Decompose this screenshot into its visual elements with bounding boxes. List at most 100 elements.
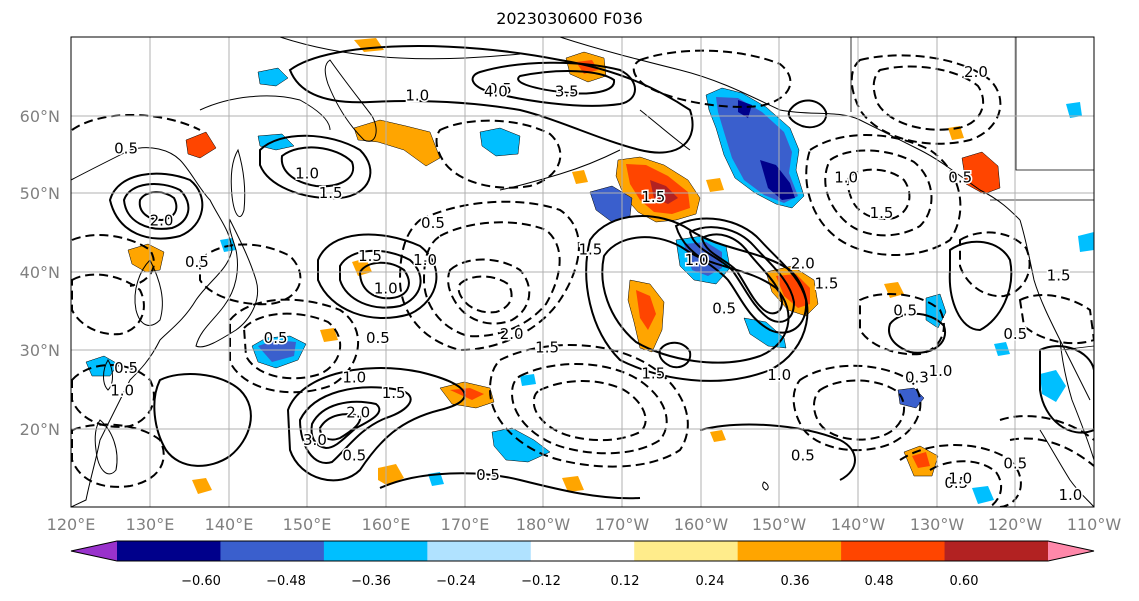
contour-label: 0.5 [893, 302, 917, 320]
colorbar-tick: 0.36 [781, 574, 810, 589]
colorbar-segment [117, 541, 221, 561]
contour-neg-canada-2 [872, 65, 985, 131]
lat-label-30n: 30°N [20, 341, 60, 360]
lon-label-110w: 110°W [1067, 515, 1122, 534]
contour-label: 1.0 [834, 169, 858, 187]
contour-label: 1.0 [929, 362, 953, 380]
shade-negative-small-a [972, 486, 994, 504]
contour-pos-east-ring [888, 312, 947, 354]
contour-pos-manchuria-2 [122, 183, 190, 230]
contour-neg-east-china-2 [71, 273, 145, 336]
lon-label-160w: 160°W [674, 515, 729, 534]
contour-neg-gulf-alaska-2 [824, 149, 933, 237]
contour-label: 0.5 [421, 214, 445, 232]
colorbar-outline [70, 540, 1095, 562]
lon-label-150w: 150°W [752, 515, 807, 534]
colorbar-tick: 0.60 [950, 574, 979, 589]
contour-pos-baja [948, 240, 1013, 332]
contour-neg-aleutian-trough-4 [457, 275, 513, 314]
contour-label: 3.5 [555, 82, 579, 100]
contour-label: 2.0 [346, 404, 370, 422]
contour-neg-gulf-alaska [805, 134, 962, 256]
coast-kamchatka [324, 59, 377, 142]
coast-philippines [94, 419, 118, 475]
colorbar-segment [944, 541, 1049, 561]
borders [850, 37, 1094, 351]
shade-red-subtropic [450, 388, 484, 400]
colorbar-segment [841, 541, 946, 561]
contour-pos-east-pacific-ridge-3 [674, 217, 808, 334]
colorbar-segment [634, 541, 739, 561]
colorbar-tick: −0.36 [351, 574, 391, 589]
contour-neg-japan [199, 243, 302, 306]
lon-label-140e: 140°E [205, 515, 254, 534]
contour-label: 1.5 [1047, 266, 1071, 284]
colorbar [70, 540, 1095, 562]
contour-label: 1.0 [413, 251, 437, 269]
contour-label: 1.0 [342, 368, 366, 386]
contour-pos-north-ridge-2 [471, 61, 636, 107]
contour-label: 0.5 [712, 299, 736, 317]
contour-pos-okhotsk [259, 134, 372, 200]
contour-label: 0.5 [114, 359, 138, 377]
shade-red-mexico [912, 452, 930, 468]
contour-neg-southeast [999, 415, 1094, 441]
lon-label-170e: 170°E [441, 515, 490, 534]
contour-pos-north-ridge [288, 45, 694, 154]
contour-label: 0.5 [944, 474, 968, 492]
shade-positive-small-g [710, 430, 726, 442]
lon-label-170w: 170°W [595, 515, 650, 534]
contour-neg-mexico [899, 444, 1022, 507]
colorbar-segment [737, 541, 842, 561]
contour-pos-east-pacific-ridge-5 [700, 233, 784, 315]
contour-label: 1.0 [405, 86, 429, 104]
contour-pos-manchuria [108, 172, 204, 240]
coast-okhotsk [199, 95, 331, 131]
map-frame [70, 36, 1095, 508]
shade-deep-negative-b [738, 100, 752, 118]
shade-negative-small-b [1040, 370, 1066, 402]
shade-deep-negative-gulf-alaska [760, 160, 795, 200]
colorbar-tick: −0.12 [521, 574, 561, 589]
contour-neg-west-pacific [229, 298, 359, 394]
longitude-labels: 120°E 130°E 140°E 150°E 160°E 170°E 180°… [47, 515, 1122, 534]
map-content: 0.51.0 4.0 3.50.51.01.52.01.51.00.51.51.51… [71, 37, 1094, 507]
coast-siberia-north [279, 37, 521, 60]
coast-taiwan [103, 359, 113, 391]
contour-label: 0.5 [1003, 454, 1027, 472]
contour-label: 1.5 [578, 241, 602, 259]
lon-label-130e: 130°E [126, 515, 175, 534]
contour-pos-west-coast [153, 373, 252, 467]
shade-strong-positive-east [776, 274, 810, 308]
contour-label: 1.5 [641, 188, 665, 206]
lat-label-40n: 40°N [20, 263, 60, 282]
coast-alaska [559, 37, 1021, 221]
shade-positive-small-c [192, 478, 212, 494]
contour-label: 1.5 [382, 384, 406, 402]
lat-label-20n: 20°N [20, 420, 60, 439]
colorbar-tick: −0.24 [436, 574, 476, 589]
contour-label: 1.0 [948, 469, 972, 487]
shade-negative-stripe [743, 317, 787, 349]
contour-label: 1.0 [295, 165, 319, 183]
contour-neg-alaska-north [632, 49, 792, 108]
coast-alaska-peninsula [639, 109, 691, 151]
contour-label: 1.0 [1058, 486, 1082, 504]
contour-neg-pacific-nw [959, 231, 1031, 298]
contour-neg-philippine [71, 423, 165, 488]
lon-label-180w: 180°W [516, 515, 571, 534]
shade-negative-siberia [257, 67, 289, 87]
contour-neg-aleutian-trough-2 [422, 221, 561, 338]
contour-neg-aleutian-trough-3 [447, 258, 531, 325]
contour-label: 1.5 [358, 247, 382, 265]
contour-pos-pacific-low-lat [379, 472, 641, 500]
shade-negative-bering [479, 127, 521, 157]
shade-positive-small-h [320, 328, 338, 342]
contour-label: 0.5 [264, 329, 288, 347]
contour-neg-bering [435, 119, 562, 189]
shade-positive-small-f [948, 126, 964, 140]
contour-label: 1.5 [870, 204, 894, 222]
lon-label-160e: 160°E [362, 515, 411, 534]
contour-pos-subtropic-high-4 [318, 413, 362, 441]
coast-japan [195, 218, 258, 348]
